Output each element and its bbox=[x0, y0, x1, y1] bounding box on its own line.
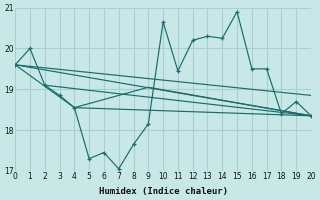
X-axis label: Humidex (Indice chaleur): Humidex (Indice chaleur) bbox=[99, 187, 228, 196]
